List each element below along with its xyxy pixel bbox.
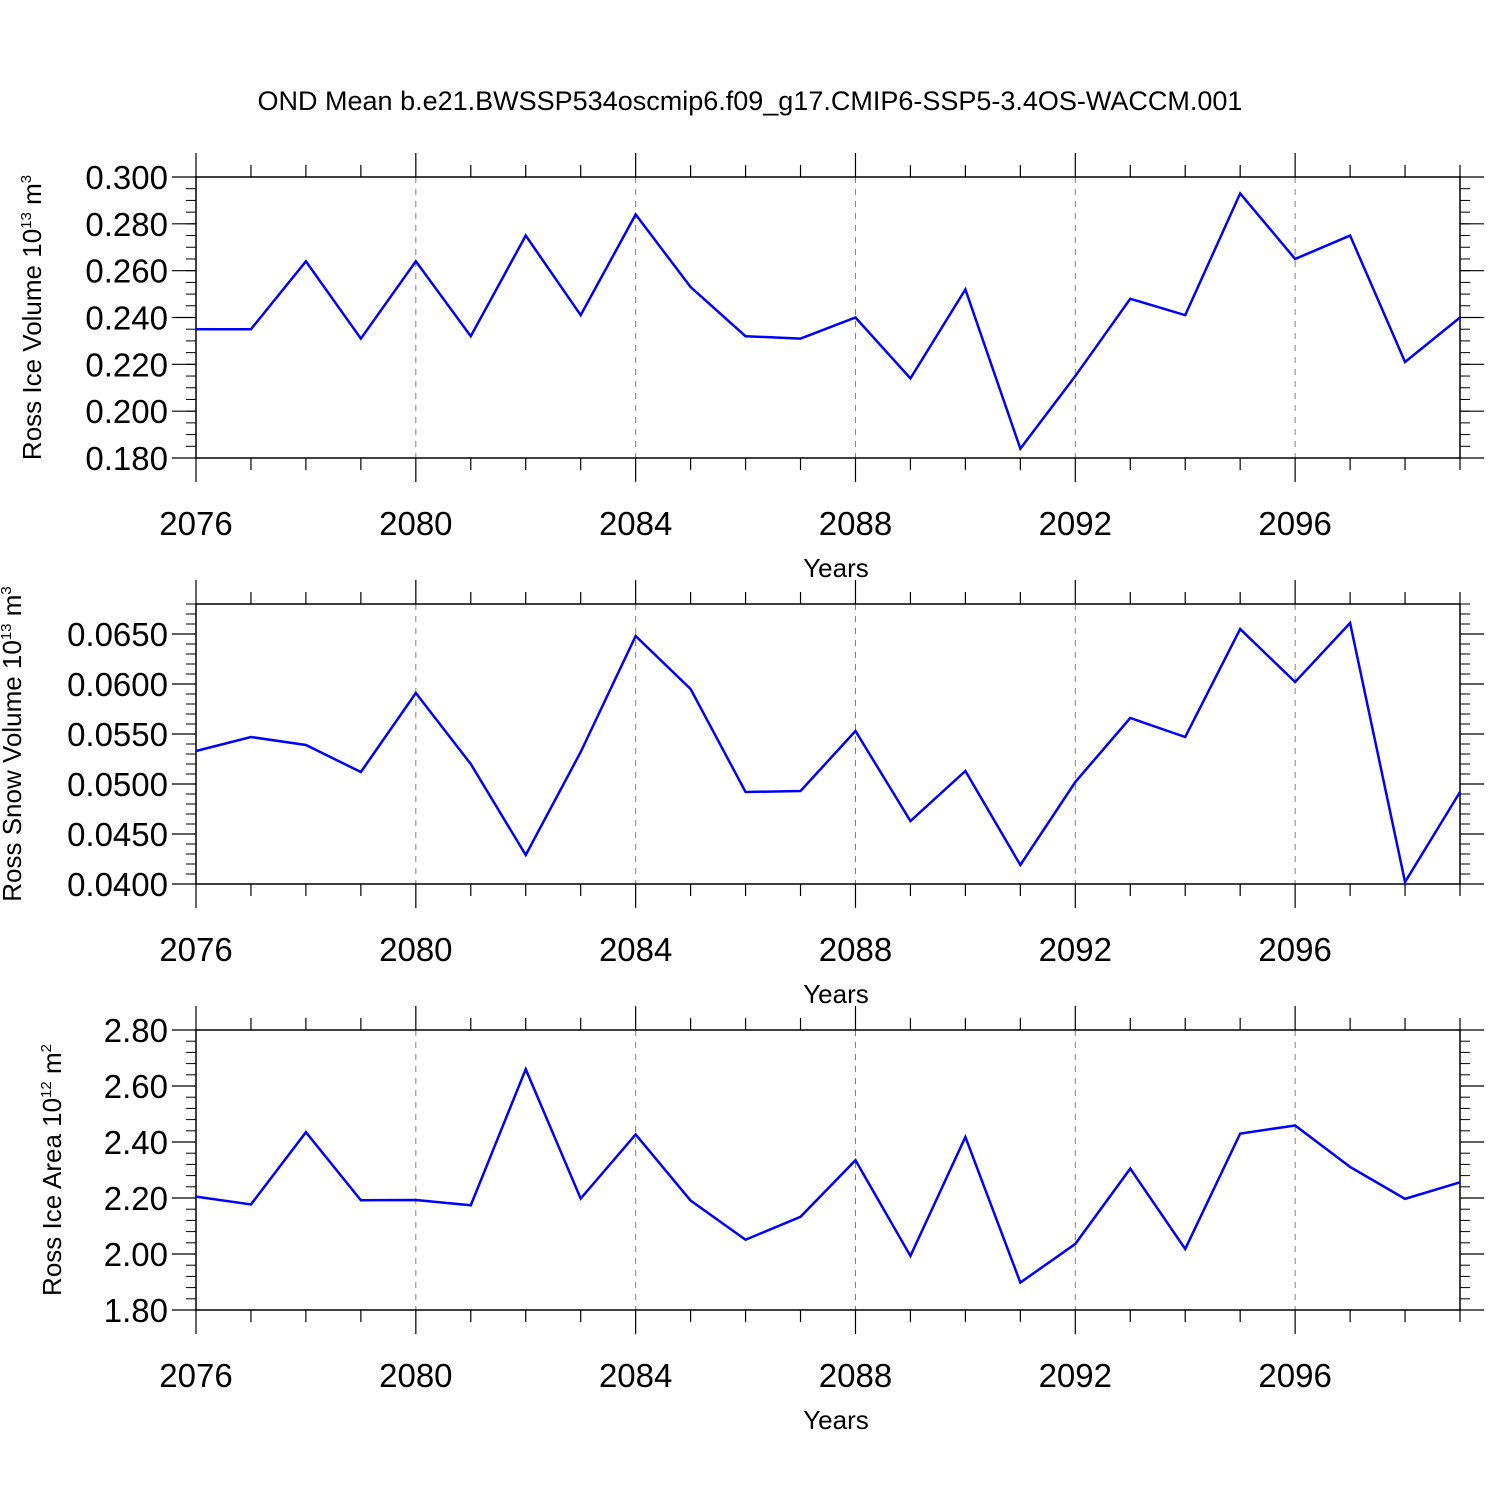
panel-2: 0.0400 0.0450 0.0500 0.0550 0.0600 0.0650 2076… — [0, 580, 1484, 1009]
x-axis-title: Years — [803, 1405, 869, 1435]
y-tick-label: 2.00 — [104, 1236, 168, 1273]
x-tick-label: 2092 — [1039, 1357, 1112, 1394]
y-tick-label: 0.0600 — [67, 666, 168, 703]
y-axis-title-unit: m — [17, 183, 47, 212]
x-tick-label: 2092 — [1039, 931, 1112, 968]
y-tick-label: 0.220 — [85, 346, 168, 383]
series-line — [195, 620, 1462, 886]
y-tick-label: 1.80 — [104, 1292, 168, 1329]
y-axis-title: Ross Ice Area 1012 m2 — [37, 1044, 67, 1296]
x-tick-label: 2084 — [599, 1357, 672, 1394]
y-axis-title-unit-exponent: 3 — [0, 586, 15, 594]
y-tick-label: 0.200 — [85, 393, 168, 430]
x-axis-title: Years — [803, 979, 869, 1009]
y-axis-title-unit: m — [0, 595, 27, 624]
chart-main-title: OND Mean b.e21.BWSSP534oscmip6.f09_g17.C… — [257, 86, 1243, 116]
x-tick-label: 2080 — [379, 931, 452, 968]
x-tick-label: 2076 — [159, 505, 232, 542]
panel-3: 1.80 2.00 2.20 2.40 2.60 2.80 2076 2080 2084 2088… — [37, 1006, 1484, 1435]
y-tick-label: 2.40 — [104, 1124, 168, 1161]
y-tick-label: 2.20 — [104, 1180, 168, 1217]
y-tick-label: 2.60 — [104, 1068, 168, 1105]
x-tick-label: 2080 — [379, 1357, 452, 1394]
plot-frame — [195, 603, 1461, 885]
y-tick-label: 0.0550 — [67, 716, 168, 753]
x-tick-label: 2096 — [1258, 931, 1331, 968]
y-axis-title-main: Ross Ice Volume 10 — [17, 229, 47, 460]
x-tick-label: 2096 — [1258, 505, 1331, 542]
x-tick-label: 2088 — [819, 1357, 892, 1394]
y-axis-title-exponent: 13 — [18, 212, 35, 229]
panel-1: 0.180 0.200 0.220 0.240 0.260 0.280 0.300 2076 2… — [17, 153, 1484, 583]
y-tick-label: 0.260 — [85, 253, 168, 290]
y-axis-title-main: Ross Snow Volume 10 — [0, 640, 27, 902]
x-axis-title: Years — [803, 553, 869, 583]
y-tick-label: 0.180 — [85, 440, 168, 477]
y-axis-title: Ross Ice Volume 1013 m3 — [17, 175, 47, 460]
x-tick-label: 2076 — [159, 1357, 232, 1394]
x-tick-label: 2092 — [1039, 505, 1112, 542]
x-tick-label: 2076 — [159, 931, 232, 968]
series-line — [195, 1065, 1461, 1285]
x-tick-label: 2088 — [819, 931, 892, 968]
y-axis-title: Ross Snow Volume 1013 m3 — [0, 586, 27, 902]
y-tick-label: 0.0650 — [67, 616, 168, 653]
y-tick-label: 0.240 — [85, 300, 168, 337]
x-tick-label: 2084 — [599, 505, 672, 542]
y-tick-label: 0.0500 — [67, 766, 168, 803]
x-tick-label: 2080 — [379, 505, 452, 542]
plot-frame — [195, 1029, 1461, 1311]
y-tick-label: 2.80 — [104, 1012, 168, 1049]
x-tick-label: 2084 — [599, 931, 672, 968]
y-tick-label: 0.0450 — [67, 816, 168, 853]
plot-frame — [195, 176, 1461, 459]
y-axis-title-unit: m — [37, 1052, 67, 1081]
y-tick-label: 0.300 — [85, 159, 168, 196]
y-tick-label: 0.0400 — [67, 866, 168, 903]
y-axis-title-main: Ross Ice Area 10 — [37, 1098, 67, 1296]
x-tick-label: 2096 — [1258, 1357, 1331, 1394]
y-tick-label: 0.280 — [85, 206, 168, 243]
y-axis-title-exponent: 13 — [0, 623, 15, 640]
y-axis-title-unit-exponent: 3 — [18, 175, 35, 183]
series-line — [196, 191, 1461, 452]
x-tick-label: 2088 — [819, 505, 892, 542]
y-axis-title-exponent: 12 — [38, 1081, 55, 1098]
y-axis-title-unit-exponent: 2 — [38, 1044, 55, 1052]
